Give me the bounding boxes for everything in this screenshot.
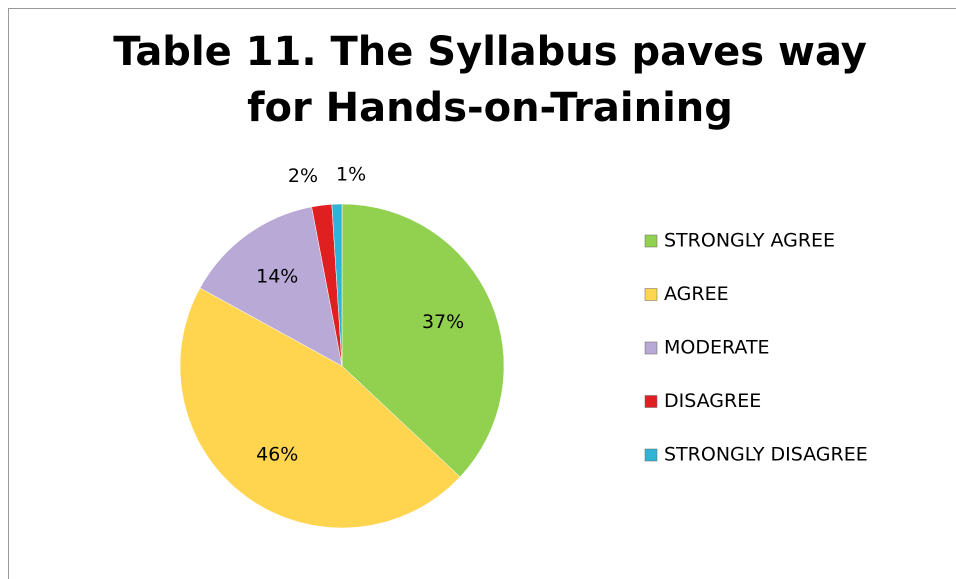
legend-label: STRONGLY AGREE (664, 230, 835, 252)
legend-swatch (644, 288, 658, 301)
data-label: 2% (288, 165, 318, 187)
chart-border (8, 8, 956, 579)
legend-label: MODERATE (664, 337, 770, 359)
legend-label: DISAGREE (664, 390, 761, 412)
legend-swatch (644, 395, 658, 408)
legend-label: AGREE (664, 283, 729, 305)
pie-slice (199, 206, 343, 367)
pie-slice (331, 203, 343, 367)
data-label: 46% (256, 444, 298, 466)
pie-slice (341, 203, 505, 478)
legend-swatch (644, 341, 658, 355)
data-label: 1% (336, 163, 366, 185)
data-label: 14% (256, 265, 298, 287)
legend-label: STRONGLY DISAGREE (664, 444, 868, 466)
chart-title: Table 11. The Syllabus paves way for Han… (113, 29, 867, 131)
data-label: 37% (422, 311, 464, 333)
legend-swatch (644, 448, 658, 462)
legend-swatch (644, 234, 658, 248)
pie-slice (179, 287, 461, 529)
